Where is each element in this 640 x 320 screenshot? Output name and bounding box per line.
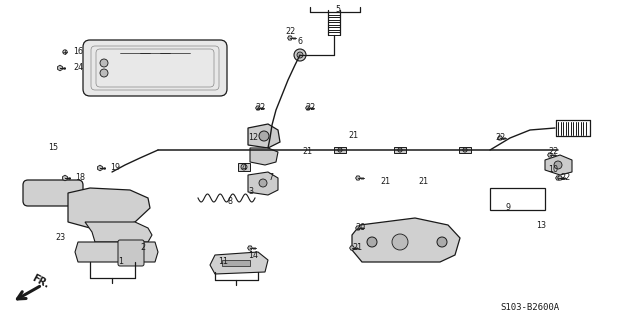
Text: 11: 11 [218, 258, 228, 267]
Circle shape [297, 52, 303, 58]
Text: 7: 7 [268, 173, 273, 182]
Text: 22: 22 [285, 28, 295, 36]
FancyBboxPatch shape [83, 40, 227, 96]
Circle shape [294, 49, 306, 61]
Text: 22: 22 [548, 148, 558, 156]
Polygon shape [498, 136, 502, 140]
Circle shape [338, 148, 342, 152]
Text: 24: 24 [73, 63, 83, 73]
Bar [490, 188, 545, 210]
Text: 14: 14 [248, 251, 258, 260]
Text: 20: 20 [355, 223, 365, 233]
Circle shape [63, 50, 67, 54]
Text: 12: 12 [248, 133, 258, 142]
Circle shape [100, 59, 108, 67]
Circle shape [100, 69, 108, 77]
Circle shape [392, 234, 408, 250]
Polygon shape [306, 106, 310, 110]
Polygon shape [250, 148, 278, 165]
Text: 3: 3 [248, 188, 253, 196]
Bar [334, 147, 346, 153]
Text: 16: 16 [73, 47, 83, 57]
Polygon shape [556, 176, 561, 180]
Polygon shape [248, 124, 280, 148]
Circle shape [398, 148, 402, 152]
Polygon shape [287, 36, 292, 40]
Text: 18: 18 [75, 173, 85, 182]
Text: 2: 2 [140, 244, 145, 252]
Text: 13: 13 [536, 220, 546, 229]
Polygon shape [58, 65, 63, 71]
Bar [238, 163, 250, 171]
Polygon shape [356, 176, 360, 180]
Text: 23: 23 [55, 234, 65, 243]
Text: S103-B2600A: S103-B2600A [500, 303, 559, 313]
Text: 9: 9 [505, 204, 510, 212]
Polygon shape [75, 242, 158, 262]
Polygon shape [210, 252, 268, 274]
Text: 21: 21 [418, 178, 428, 187]
Circle shape [259, 179, 267, 187]
Text: 8: 8 [228, 197, 233, 206]
Polygon shape [85, 222, 152, 242]
Text: 22: 22 [255, 103, 265, 113]
Polygon shape [63, 175, 67, 181]
Text: 22: 22 [495, 133, 505, 142]
Polygon shape [548, 153, 552, 157]
Polygon shape [557, 176, 563, 180]
Polygon shape [248, 246, 252, 250]
Text: 15: 15 [48, 143, 58, 153]
Bar [394, 147, 406, 153]
FancyBboxPatch shape [23, 180, 83, 206]
Text: 21: 21 [352, 244, 362, 252]
Circle shape [241, 164, 247, 170]
Text: 21: 21 [348, 131, 358, 140]
Bar [222, 260, 250, 266]
Polygon shape [68, 188, 150, 228]
FancyBboxPatch shape [118, 240, 144, 266]
Text: 19: 19 [110, 164, 120, 172]
Circle shape [463, 148, 467, 152]
Text: 6: 6 [298, 37, 303, 46]
Text: 21: 21 [380, 178, 390, 187]
Text: 10: 10 [548, 165, 558, 174]
Text: 4: 4 [242, 164, 247, 172]
Text: 22: 22 [560, 173, 570, 182]
Text: FR.: FR. [30, 273, 51, 290]
Circle shape [554, 161, 562, 169]
Text: 5: 5 [335, 5, 340, 14]
Polygon shape [349, 246, 355, 250]
Polygon shape [545, 155, 572, 175]
Circle shape [259, 131, 269, 141]
Polygon shape [352, 218, 460, 262]
Circle shape [437, 237, 447, 247]
Bar [459, 147, 471, 153]
Text: 21: 21 [302, 148, 312, 156]
Text: 22: 22 [305, 103, 316, 113]
Polygon shape [356, 226, 360, 230]
Polygon shape [97, 165, 102, 171]
Polygon shape [255, 106, 260, 110]
Circle shape [367, 237, 377, 247]
Text: 1: 1 [118, 258, 123, 267]
Polygon shape [248, 172, 278, 195]
